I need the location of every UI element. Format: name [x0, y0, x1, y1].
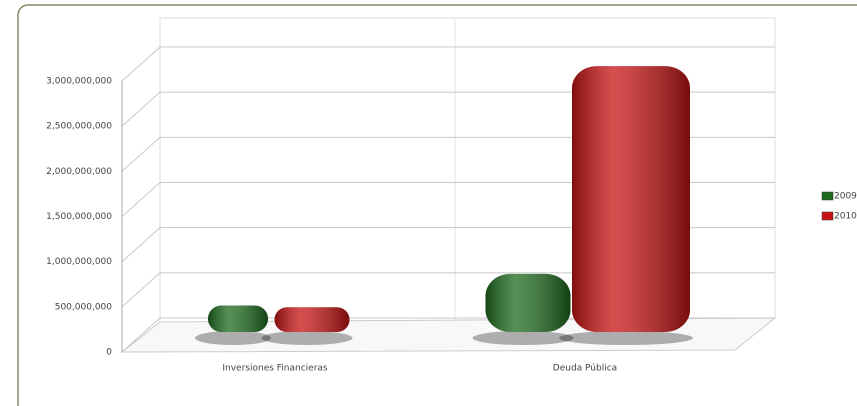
bar-shade	[572, 66, 690, 332]
bar-shade	[485, 273, 571, 332]
bar-shade	[274, 307, 350, 332]
grid-line	[121, 227, 161, 263]
grid-line	[121, 91, 161, 127]
grid-line	[121, 182, 161, 217]
legend-label: 2010	[834, 212, 857, 222]
legend-swatch	[821, 211, 834, 221]
x-tick-label: Inversiones Financieras	[222, 364, 328, 374]
x-tick-label: Deuda Pública	[553, 364, 617, 374]
y-tick-label: 2,500,000,000	[46, 122, 112, 132]
grid-line	[121, 136, 161, 172]
y-tick-label: 500,000,000	[55, 302, 113, 312]
y-tick-label: 0	[106, 348, 112, 358]
grid-line	[121, 272, 161, 308]
bar-shadow	[559, 331, 693, 345]
y-tick-label: 3,000,000,000	[46, 77, 112, 87]
bar-shadow	[195, 331, 271, 345]
bar-shadow	[261, 331, 353, 345]
bar-shadow	[472, 331, 574, 345]
y-tick-label: 1,500,000,000	[46, 212, 112, 222]
legend-label: 2009	[834, 192, 857, 202]
y-tick-label: 1,000,000,000	[46, 257, 112, 267]
bar-shade	[208, 305, 268, 332]
grid-line	[121, 317, 161, 353]
grid-line	[121, 46, 161, 82]
legend-swatch	[821, 191, 834, 201]
y-tick-label: 2,000,000,000	[46, 167, 112, 177]
